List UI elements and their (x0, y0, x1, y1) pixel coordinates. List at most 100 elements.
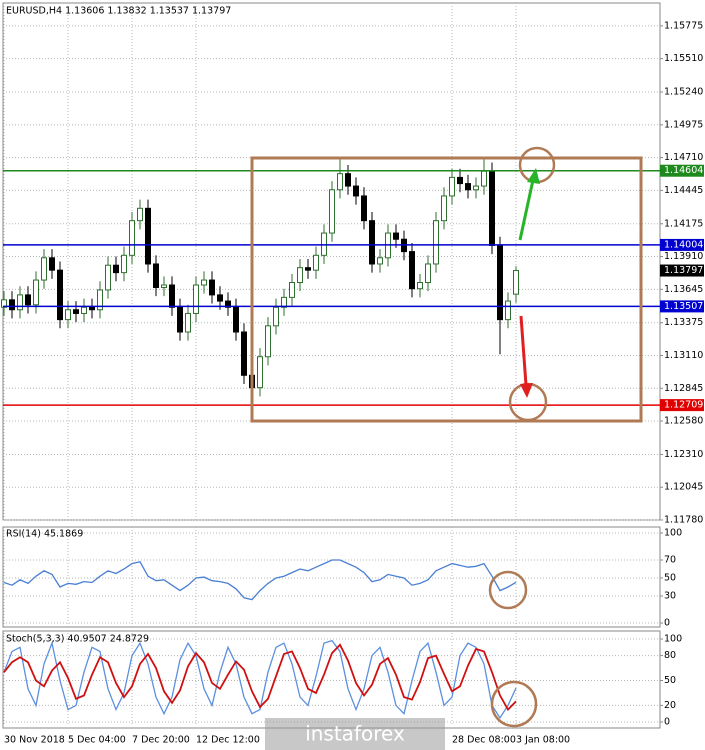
candle-body (273, 306, 279, 327)
y-tick-label: 1.13645 (664, 284, 703, 295)
candle-body (433, 220, 439, 265)
level-tag (660, 399, 704, 412)
range-box (250, 156, 643, 423)
y-tick-label: 80 (664, 650, 676, 661)
y-tick-label: 1.15775 (664, 20, 703, 31)
x-tick-label: 30 Nov 2018 (4, 735, 65, 746)
y-tick-label: 1.14710 (664, 152, 703, 163)
y-tick-label: 20 (664, 700, 676, 711)
candle-body (1, 299, 7, 308)
candle-body (369, 220, 375, 265)
down-arrow-head (520, 383, 533, 398)
y-tick-label: 1.13910 (664, 251, 703, 262)
candle-body (225, 300, 231, 308)
candle-body (353, 185, 359, 197)
level-label: 1.13507 (664, 301, 703, 312)
x-tick-label: 12 Dec 12:00 (196, 735, 260, 746)
rsi-circle (488, 570, 528, 610)
candle-body (33, 279, 39, 306)
candle-body (473, 185, 479, 191)
rsi-panel (2, 526, 661, 628)
candle-body (497, 244, 503, 321)
candle-body (17, 294, 23, 311)
candle-body (233, 306, 239, 333)
y-tick-label: 70 (664, 555, 676, 566)
candle-body (73, 309, 79, 314)
series-line (3, 559, 517, 601)
candle-body (457, 176, 463, 185)
candle-body (489, 170, 495, 246)
y-tick-label: 1.14975 (664, 119, 703, 130)
y-tick-label: 1.13110 (664, 350, 703, 361)
candle-body (361, 195, 367, 222)
candle-body (329, 189, 335, 234)
candle-body (513, 270, 519, 295)
candle-body (217, 294, 223, 302)
candle-body (209, 279, 215, 296)
candle-body (409, 251, 415, 290)
y-tick-label: 1.11780 (664, 515, 703, 526)
candle-body (449, 176, 455, 197)
candle-body (441, 195, 447, 222)
y-tick-label: 1.12580 (664, 416, 703, 427)
y-tick-label: 100 (664, 528, 682, 539)
candle-body (201, 279, 207, 286)
candle-body (137, 207, 143, 222)
candle-body (505, 300, 511, 321)
y-tick-label: 50 (664, 675, 676, 686)
level-tag (660, 238, 704, 251)
panel-title: Stoch(5,3,3) 40.9507 24.8729 (6, 634, 149, 645)
panel-title: RSI(14) 45.1869 (6, 529, 83, 540)
y-tick-label: 50 (664, 573, 676, 584)
candle-body (393, 232, 399, 240)
candle-body (465, 183, 471, 191)
watermark: instaforex (305, 722, 405, 746)
candle-body (345, 173, 351, 187)
candle-body (161, 284, 167, 288)
candle-body (153, 263, 159, 288)
candle-body (377, 257, 383, 265)
y-tick-label: 1.14175 (664, 218, 703, 229)
y-tick-label: 1.15510 (664, 53, 703, 64)
candle-body (337, 173, 343, 191)
candle-body (57, 269, 63, 321)
down-arrow (519, 315, 528, 386)
price-tag (660, 264, 704, 277)
candle-body (97, 289, 103, 311)
up-arrow-head (527, 168, 540, 184)
candle-body (41, 257, 47, 281)
y-tick-label: 30 (664, 591, 676, 602)
level-label: 1.14604 (664, 165, 703, 176)
main-panel (2, 2, 661, 521)
x-tick-label: 5 Dec 04:00 (68, 735, 126, 746)
candle-body (145, 207, 151, 265)
candle-body (81, 306, 87, 314)
candle-body (177, 306, 183, 333)
candle-body (105, 264, 111, 291)
y-tick-label: 1.12845 (664, 383, 703, 394)
candle-body (25, 294, 31, 306)
up-arrow (518, 179, 535, 241)
candle-body (193, 284, 199, 314)
series-line (3, 639, 517, 720)
y-tick-label: 1.12045 (664, 482, 703, 493)
level-tag (660, 300, 704, 313)
candle-body (169, 284, 175, 308)
level-label: 1.14004 (664, 239, 703, 250)
candle-body (313, 254, 319, 271)
candle-body (185, 312, 191, 333)
candle-body (129, 220, 135, 256)
y-tick-label: 0 (664, 618, 670, 629)
level-label: 1.12709 (664, 400, 703, 411)
candle-body (417, 282, 423, 290)
price-label: 1.13797 (664, 265, 703, 276)
candle-body (241, 331, 247, 376)
candle-body (113, 264, 119, 274)
watermark-bg (265, 718, 445, 750)
candle-body (305, 267, 311, 271)
y-tick-label: 1.13375 (664, 317, 703, 328)
candle-body (281, 296, 287, 308)
candle-body (49, 257, 55, 271)
candle-body (289, 282, 295, 298)
